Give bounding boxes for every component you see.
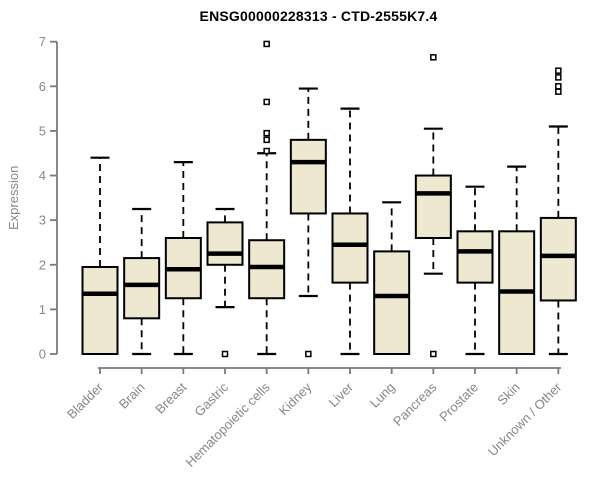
box-group-gastric [206,207,244,358]
box-iqr [81,266,119,355]
outlier-point [555,74,562,81]
x-tick-label: Gastric [191,379,231,419]
box-iqr [289,138,327,215]
y-tick-label: 5 [39,123,46,138]
box-group-bladder [81,156,119,355]
outlier-point [305,350,312,358]
box-iqr [539,216,577,302]
box-group-brain [123,207,161,356]
box-group-pancreas [414,54,452,358]
x-tick-label: Skin [494,380,522,408]
x-tick-label: Unknown / Other [485,379,565,459]
outlier-point [555,83,562,90]
box-iqr [373,250,411,355]
outlier-point [555,67,562,74]
box-iqr [331,212,369,284]
y-tick-label: 3 [39,213,46,228]
y-tick-label: 0 [39,347,46,362]
box-iqr [414,174,452,240]
x-tick-label: Bladder [64,379,107,422]
x-tick-label: Lung [367,380,398,411]
box-group-lung [373,201,411,355]
outlier-point [263,98,270,106]
box-iqr [456,230,494,284]
y-tick-label: 2 [39,257,46,272]
x-tick-label: Kidney [276,379,315,418]
box-group-prostate [456,185,494,356]
box-group-kidney [289,87,327,358]
outlier-point [263,40,270,48]
outlier-point [221,350,229,358]
outlier-point [263,136,270,144]
box-iqr [206,221,244,266]
x-tick-label: Prostate [436,380,481,425]
x-tick-label: Brain [116,380,148,412]
outlier-point [430,54,437,61]
y-tick-label: 7 [39,34,46,49]
x-tick-label: Breast [152,379,189,416]
y-axis-title: Expression [6,166,21,230]
box-group-liver [331,107,369,356]
box-group-skin [498,165,536,355]
outlier-point [555,88,562,95]
outlier-point [430,350,437,358]
outlier-point [263,129,270,137]
x-tick-label: Pancreas [390,379,440,429]
y-tick-label: 4 [39,168,46,183]
box-group-hematopoietic-cells [248,40,286,356]
box-group-unknown-other [539,67,577,356]
outlier-point [263,147,270,155]
chart-title: ENSG00000228313 - CTD-2555K7.4 [199,8,438,24]
box-group-breast [164,161,202,356]
y-tick-label: 1 [39,302,46,317]
x-tick-label: Liver [326,379,357,410]
box-iqr [123,257,161,320]
y-tick-label: 6 [39,79,46,94]
